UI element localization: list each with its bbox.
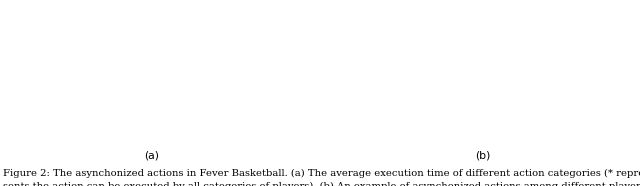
Text: Figure 2: The asynchonized actions in Fever Basketball. (a) The average executio: Figure 2: The asynchonized actions in Fe… xyxy=(3,169,640,186)
Text: (b): (b) xyxy=(476,150,491,160)
Text: (a): (a) xyxy=(145,150,159,160)
